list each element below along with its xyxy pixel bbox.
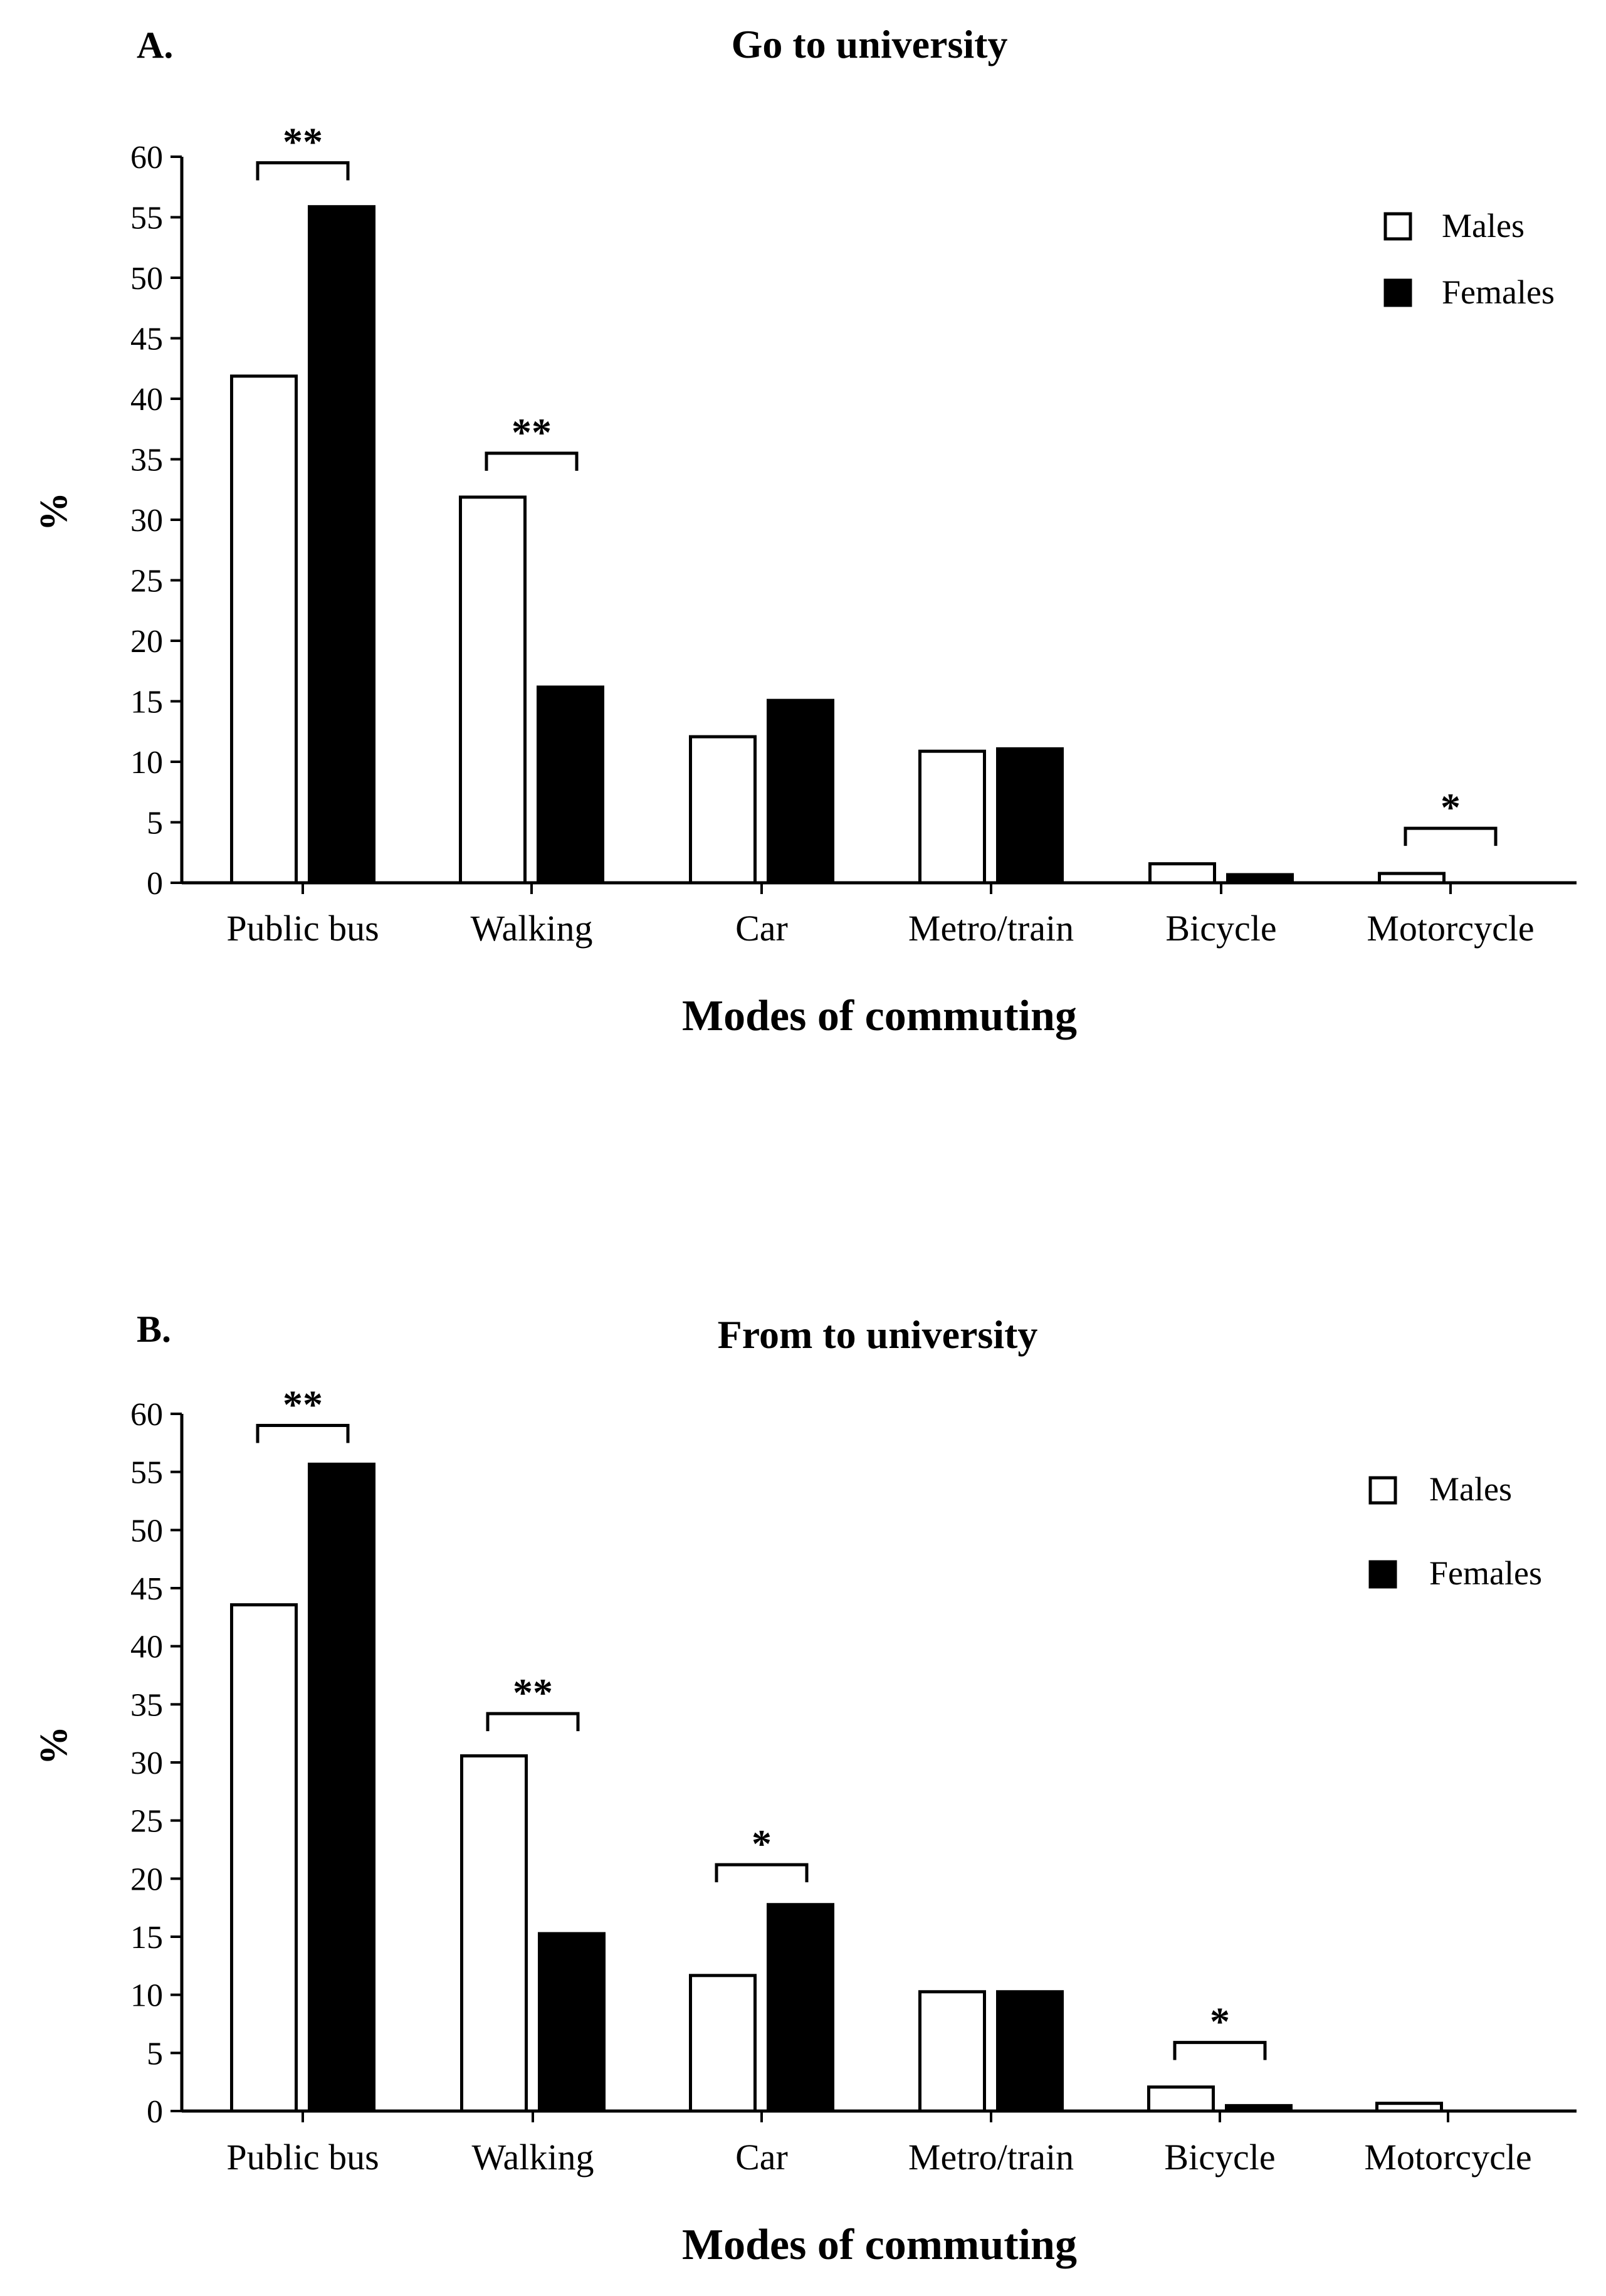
- bar-males: [459, 495, 527, 885]
- bar-females: [767, 1903, 834, 2113]
- bar-females: [538, 1932, 606, 2113]
- bar-males: [1148, 862, 1216, 885]
- legend-swatch-females: [1383, 278, 1412, 307]
- y-tick-label: 25: [130, 1804, 163, 1840]
- legend: Males Females: [1383, 207, 1555, 311]
- significance-marker: **: [283, 120, 323, 164]
- plot-area: 0 5 10 15 20 25 30 35 40 45 50 55 60 Public bus Walkin…: [130, 120, 1577, 949]
- y-tick-label: 5: [147, 2036, 163, 2072]
- y-tick-label: 40: [130, 382, 163, 418]
- bar-males: [460, 1754, 528, 2113]
- y-tick-label: 15: [130, 1920, 163, 1956]
- legend-label-males: Males: [1429, 1470, 1512, 1508]
- bar-males: [689, 1974, 757, 2113]
- significance-marker: **: [512, 410, 552, 455]
- bar-males: [689, 735, 757, 885]
- y-tick-label: 50: [130, 261, 163, 297]
- y-axis-label: %: [33, 492, 75, 531]
- x-tick-label: Car: [735, 908, 788, 949]
- y-tick-label: 50: [130, 1513, 163, 1549]
- significance-bracket: [715, 1863, 809, 1883]
- significance-marker: **: [283, 1382, 323, 1427]
- x-tick-label: Walking: [471, 2137, 594, 2178]
- significance-bracket: [1404, 826, 1498, 846]
- significance-bracket: [256, 1424, 350, 1443]
- y-tick-label: 0: [147, 866, 163, 902]
- y-tick-label: 45: [130, 1571, 163, 1607]
- legend: Males Females: [1368, 1470, 1542, 1592]
- x-tick-label: Motorcycle: [1367, 908, 1534, 949]
- chart-panel-b: B. From to university % Modes of commuti…: [33, 1309, 1577, 2269]
- significance-bracket: [256, 161, 350, 181]
- y-tick-label: 40: [130, 1630, 163, 1665]
- significance-marker: *: [1441, 785, 1461, 829]
- x-tick-label: Motorcycle: [1364, 2137, 1531, 2178]
- bar-males: [230, 374, 298, 885]
- y-tick-label: 30: [130, 1746, 163, 1781]
- y-tick-label: 55: [130, 1455, 163, 1491]
- chart-panel-a: A. Go to university % Modes of commuting…: [33, 22, 1577, 1040]
- bar-males: [918, 1990, 986, 2113]
- x-tick-label: Car: [735, 2137, 788, 2178]
- x-tick-label: Metro/train: [908, 2137, 1074, 2178]
- y-tick-label: 55: [130, 201, 163, 236]
- bar-females: [996, 747, 1064, 885]
- legend-swatch-females: [1368, 1560, 1397, 1589]
- x-tick-label: Public bus: [226, 2137, 379, 2178]
- y-tick-label: 35: [130, 443, 163, 478]
- y-axis-label: %: [33, 1726, 75, 1765]
- bar-females: [308, 205, 375, 885]
- y-tick-label: 20: [130, 1862, 163, 1897]
- y-tick-label: 60: [130, 1397, 163, 1433]
- significance-bracket: [486, 1712, 580, 1732]
- x-axis-label: Modes of commuting: [682, 992, 1077, 1040]
- x-tick-label: Public bus: [226, 908, 379, 949]
- legend-swatch-males: [1383, 212, 1412, 241]
- panel-label: B.: [137, 1309, 171, 1350]
- bar-females: [767, 698, 834, 885]
- y-tick-label: 30: [130, 503, 163, 539]
- x-tick-label: Walking: [470, 908, 592, 949]
- significance-marker: *: [752, 1821, 772, 1866]
- y-tick-label: 10: [130, 745, 163, 781]
- legend-label-females: Females: [1442, 273, 1555, 311]
- y-tick-label: 15: [130, 685, 163, 720]
- x-tick-label: Metro/train: [908, 908, 1074, 949]
- legend-label-males: Males: [1442, 207, 1525, 245]
- x-axis-label: Modes of commuting: [682, 2221, 1077, 2269]
- y-tick-label: 25: [130, 564, 163, 599]
- bar-males: [1147, 2085, 1215, 2113]
- significance-marker: **: [513, 1670, 553, 1715]
- y-tick-label: 0: [147, 2094, 163, 2130]
- y-tick-label: 45: [130, 322, 163, 357]
- bar-males: [230, 1603, 298, 2113]
- significance-bracket: [485, 451, 579, 471]
- significance-bracket: [1173, 2041, 1267, 2060]
- legend-label-females: Females: [1429, 1554, 1542, 1592]
- bar-females: [308, 1462, 375, 2113]
- y-tick-label: 10: [130, 1978, 163, 2014]
- bar-females: [996, 1990, 1064, 2113]
- chart-title: From to university: [718, 1312, 1038, 1357]
- y-tick-label: 60: [130, 140, 163, 176]
- chart-title: Go to university: [732, 22, 1008, 66]
- y-tick-label: 35: [130, 1687, 163, 1723]
- y-tick-label: 20: [130, 624, 163, 660]
- x-tick-label: Bicycle: [1165, 908, 1276, 949]
- x-tick-label: Bicycle: [1164, 2137, 1275, 2178]
- plot-area: 0 5 10 15 20 25 30 35 40 45 50 55 60 Public bus Walkin…: [130, 1382, 1577, 2178]
- y-tick-label: 5: [147, 806, 163, 841]
- significance-marker: *: [1210, 1999, 1230, 2044]
- bar-females: [537, 685, 604, 885]
- bar-males: [918, 749, 986, 885]
- legend-swatch-males: [1368, 1476, 1397, 1505]
- panel-label: A.: [137, 24, 173, 66]
